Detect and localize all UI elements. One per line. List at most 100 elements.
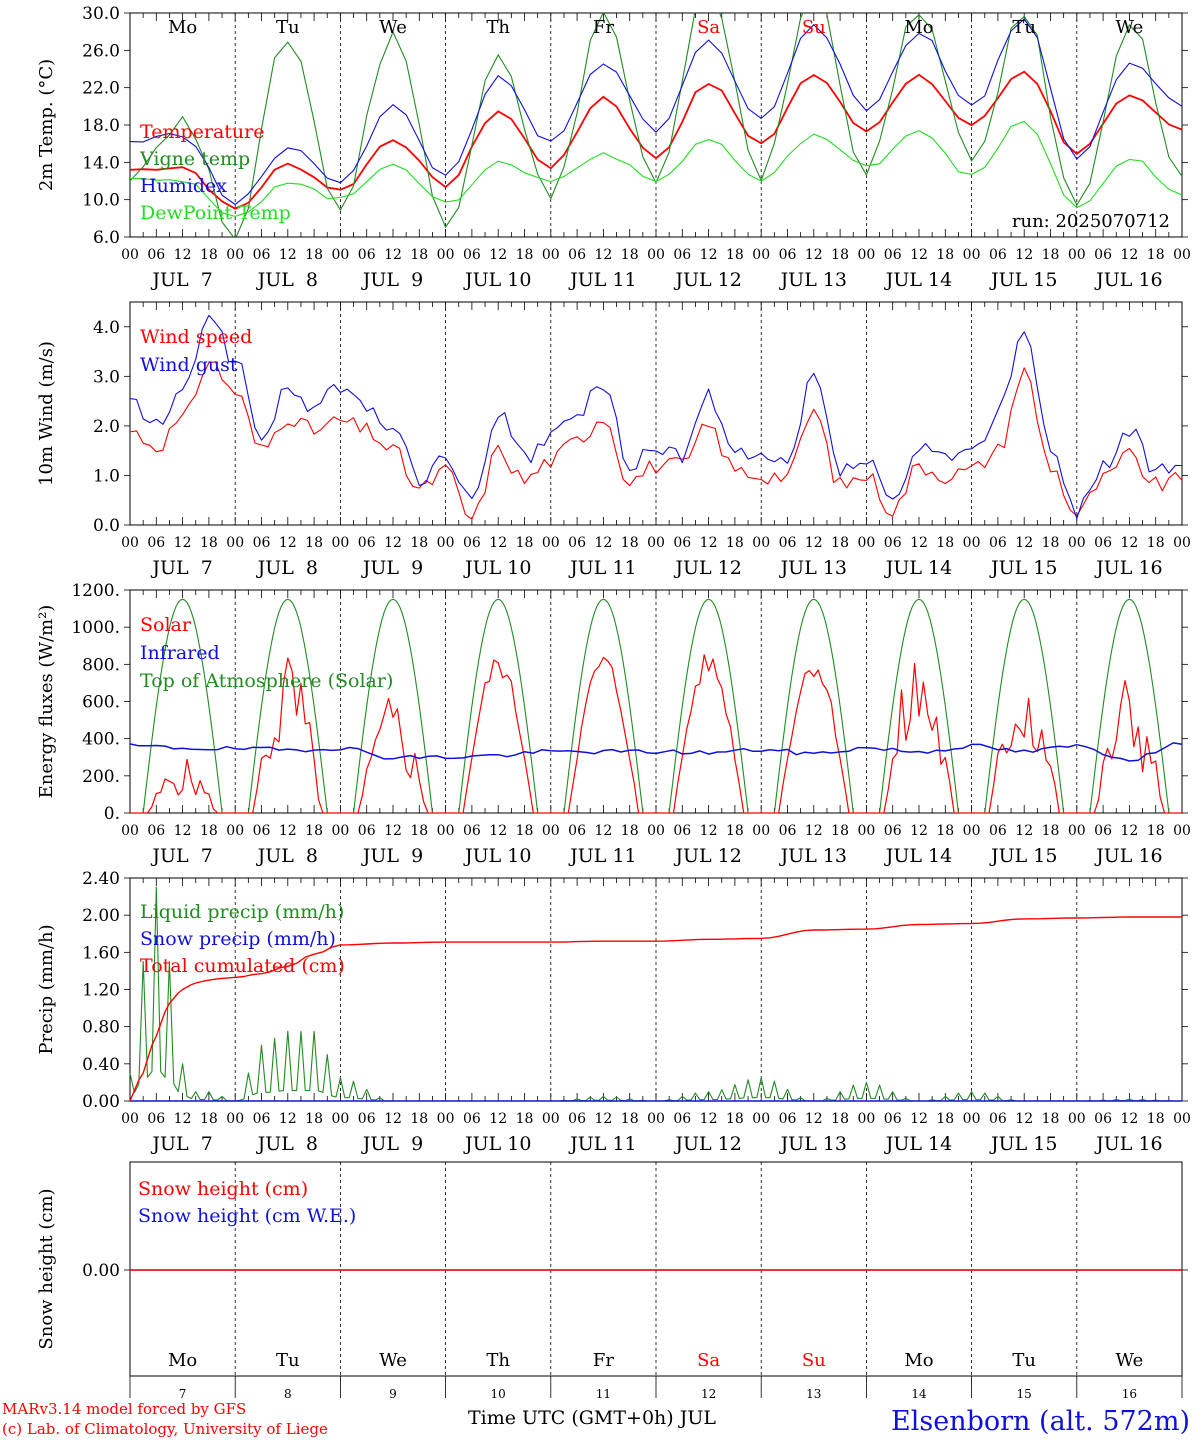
- hour-label: 18: [200, 247, 218, 263]
- date-label: JUL 9: [361, 557, 423, 579]
- hour-label: 06: [253, 1111, 271, 1127]
- hour-label: 12: [384, 1111, 402, 1127]
- y-tick-label: 1200.: [71, 581, 120, 601]
- hour-label: 00: [857, 247, 875, 263]
- hour-label: 12: [384, 535, 402, 551]
- hour-label: 00: [647, 247, 665, 263]
- bottom-date-label: 8: [284, 1387, 292, 1401]
- y-tick-label: 1.0: [93, 466, 120, 486]
- hour-label: 12: [1120, 823, 1138, 839]
- date-label: JUL 10: [463, 269, 531, 291]
- hour-label: 12: [594, 1111, 612, 1127]
- hour-label: 06: [673, 247, 691, 263]
- date-label: JUL 16: [1094, 1133, 1162, 1155]
- date-label: JUL 13: [779, 1133, 847, 1155]
- hour-label: 00: [752, 823, 770, 839]
- hour-label: 18: [936, 247, 954, 263]
- hour-label: 12: [1015, 1111, 1033, 1127]
- hour-label: 06: [989, 1111, 1007, 1127]
- hour-label: 06: [779, 247, 797, 263]
- y-tick-label: 0.00: [82, 1092, 120, 1112]
- hour-label: 12: [174, 823, 192, 839]
- day-of-week-top: Mo: [168, 17, 197, 38]
- hour-label: 18: [410, 247, 428, 263]
- hour-label: 00: [542, 823, 560, 839]
- hour-label: 12: [700, 535, 718, 551]
- y-tick-label: 0.: [104, 804, 120, 824]
- hour-label: 18: [726, 823, 744, 839]
- hour-label: 18: [516, 535, 534, 551]
- y-axis-label: 10m Wind (m/s): [36, 341, 57, 486]
- hour-label: 00: [121, 1111, 139, 1127]
- day-of-week-bottom: We: [379, 1350, 407, 1371]
- y-tick-label: 22.0: [82, 79, 120, 99]
- hour-label: 18: [726, 247, 744, 263]
- hour-label: 00: [1068, 1111, 1086, 1127]
- date-label: JUL 11: [568, 269, 636, 291]
- legend-wind-speed: Wind speed: [140, 326, 252, 348]
- day-of-week-bottom: Mo: [904, 1350, 933, 1371]
- hour-label: 18: [621, 535, 639, 551]
- hour-label: 06: [463, 823, 481, 839]
- date-label: JUL 15: [989, 269, 1057, 291]
- hour-label: 18: [831, 1111, 849, 1127]
- day-of-week-bottom: Su: [802, 1350, 826, 1371]
- hour-label: 06: [1094, 247, 1112, 263]
- date-label: JUL 16: [1094, 557, 1162, 579]
- y-axis-label: Energy fluxes (W/m²): [36, 605, 57, 799]
- hour-label: 12: [805, 247, 823, 263]
- y-tick-label: 30.0: [82, 4, 120, 24]
- day-of-week-top: Th: [486, 17, 510, 38]
- hour-label: 18: [621, 823, 639, 839]
- hour-label: 12: [174, 535, 192, 551]
- hour-label: 12: [279, 1111, 297, 1127]
- hour-label: 06: [358, 535, 376, 551]
- day-of-week-top: Sa: [697, 17, 720, 38]
- hour-label: 18: [831, 823, 849, 839]
- legend-top-of-atmosphere-solar: Top of Atmosphere (Solar): [140, 670, 393, 692]
- bottom-date-label: 7: [179, 1387, 187, 1401]
- hour-label: 06: [253, 823, 271, 839]
- hour-label: 06: [253, 247, 271, 263]
- bottom-date-label: 16: [1122, 1387, 1137, 1401]
- hour-label: 06: [673, 1111, 691, 1127]
- date-label: JUL 7: [150, 1133, 212, 1155]
- y-tick-label: 1.20: [82, 981, 120, 1001]
- date-label: JUL 14: [884, 845, 952, 867]
- bottom-date-label: 10: [491, 1387, 506, 1401]
- hour-label: 12: [1120, 1111, 1138, 1127]
- day-of-week-top: We: [379, 17, 407, 38]
- y-tick-label: 14.0: [82, 153, 120, 173]
- series-vigne-temp: [130, 13, 1182, 237]
- series-solar: [130, 654, 1182, 814]
- model-credit: MARv3.14 model forced by GFS: [2, 1400, 246, 1418]
- hour-label: 12: [384, 247, 402, 263]
- hour-label: 00: [226, 1111, 244, 1127]
- hour-label: 00: [1173, 823, 1191, 839]
- legend-snow-height-cm-w-e: Snow height (cm W.E.): [138, 1205, 356, 1227]
- hour-label: 18: [936, 1111, 954, 1127]
- hour-label: 12: [910, 247, 928, 263]
- y-tick-label: 6.0: [93, 228, 120, 248]
- hour-label: 12: [805, 535, 823, 551]
- lab-credit: (c) Lab. of Climatology, University of L…: [2, 1420, 328, 1438]
- hour-label: 12: [594, 535, 612, 551]
- hour-label: 12: [910, 535, 928, 551]
- day-of-week-bottom: We: [1116, 1350, 1144, 1371]
- hour-label: 18: [305, 535, 323, 551]
- hour-label: 06: [779, 1111, 797, 1127]
- hour-label: 06: [779, 535, 797, 551]
- date-label: JUL 9: [361, 269, 423, 291]
- y-axis-label: Precip (mm/h): [36, 924, 57, 1054]
- date-label: JUL 10: [463, 1133, 531, 1155]
- hour-label: 18: [516, 1111, 534, 1127]
- panel-frame: [129, 301, 1183, 526]
- hour-label: 06: [1094, 1111, 1112, 1127]
- legend-snow-height-cm: Snow height (cm): [138, 1178, 308, 1200]
- hour-label: 06: [989, 535, 1007, 551]
- hour-label: 00: [437, 823, 455, 839]
- y-tick-label: 200.: [82, 767, 120, 787]
- date-label: JUL 14: [884, 557, 952, 579]
- hour-label: 18: [1042, 535, 1060, 551]
